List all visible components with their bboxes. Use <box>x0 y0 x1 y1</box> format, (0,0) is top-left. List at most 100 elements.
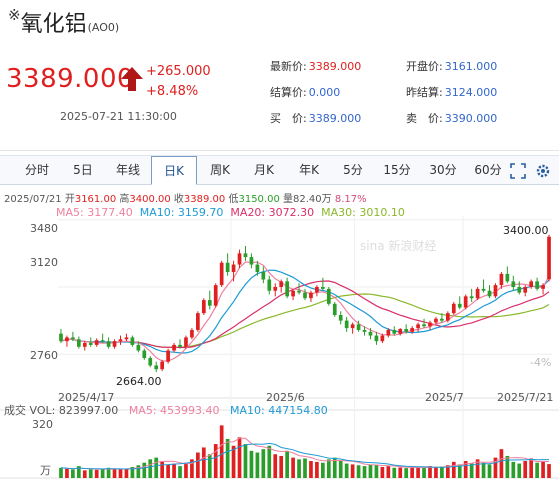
volume-max-label: 320 <box>32 418 53 431</box>
volume-bar <box>344 463 349 478</box>
candle-body <box>457 303 462 308</box>
volume-bar <box>249 450 254 478</box>
instrument-title: ※氧化铝(AO0) <box>8 6 119 38</box>
volume-bar <box>148 459 153 478</box>
tab-5min[interactable]: 5分 <box>343 163 363 177</box>
period-tabs: 分时 5日 年线 日K 周K 月K 年K 5分 15分 30分 60分 <box>0 155 559 185</box>
tab-15min[interactable]: 15分 <box>383 163 411 177</box>
volume-bar <box>350 464 355 478</box>
volume-bar <box>76 466 81 478</box>
kline-info-bar: 2025/07/21 开3161.00 高3400.00 收3389.00 低3… <box>4 194 367 205</box>
ma20-value: MA20: 3072.30 <box>230 206 315 219</box>
candle-body <box>88 343 93 345</box>
x-label: 2025/7 <box>425 391 464 404</box>
volume-bar <box>136 465 141 478</box>
volume-bar <box>451 461 456 478</box>
candle-body <box>154 365 159 370</box>
volume-bar <box>225 438 230 478</box>
volume-bar <box>541 461 545 478</box>
stat-sell: 卖 价: 3390.000 <box>406 112 498 125</box>
candle-body <box>404 329 409 332</box>
candle-body <box>279 281 284 287</box>
volume-bar <box>118 469 123 478</box>
chart-grid <box>0 216 559 479</box>
candle-body <box>273 286 278 291</box>
volume-bar <box>457 464 462 478</box>
candle-body <box>207 300 212 306</box>
volume-bar <box>178 466 182 478</box>
volume-bar <box>219 425 224 478</box>
tab-30min[interactable]: 30分 <box>429 163 457 177</box>
volume-bar <box>380 466 385 478</box>
candle-body <box>481 288 486 291</box>
volume-bar <box>374 464 379 478</box>
candle-body <box>445 313 450 321</box>
ma5-value: MA5: 3177.40 <box>56 206 133 219</box>
candle-body <box>463 296 468 308</box>
current-price: 3389.000 <box>6 64 135 94</box>
tab-timeshare[interactable]: 分时 <box>24 163 49 177</box>
candle-body <box>172 344 176 351</box>
candle-body <box>303 292 307 299</box>
candle-body <box>469 296 474 299</box>
candle-body <box>71 337 75 340</box>
kline-chart[interactable]: sina 新浪财经 3480 3120 2760 -4% 3400.00 266… <box>0 186 559 479</box>
volume-bar <box>332 457 337 478</box>
candle-body <box>547 236 551 280</box>
volume-bar <box>124 469 129 478</box>
tab-5day[interactable]: 5日 <box>73 163 93 177</box>
tab-60min[interactable]: 60分 <box>474 163 502 177</box>
candle-body <box>94 340 99 345</box>
tab-yearline[interactable]: 年线 <box>115 163 140 177</box>
candle-body <box>475 288 480 299</box>
volume-bar <box>243 444 248 478</box>
volume-bar <box>154 457 159 478</box>
fullscreen-icon[interactable] <box>510 163 526 179</box>
volume-bar <box>434 467 438 478</box>
volume-bar <box>267 445 272 478</box>
candle-body <box>535 281 539 289</box>
candle-body <box>201 300 206 314</box>
candle-body <box>541 285 545 289</box>
volume-bar <box>207 454 212 478</box>
tab-daily-k[interactable]: 日K <box>151 156 197 185</box>
volume-bar <box>255 452 260 478</box>
candle-body <box>142 350 147 358</box>
volume-title: 成交 <box>4 404 26 417</box>
candle-body <box>428 322 432 327</box>
candle-body <box>451 303 456 314</box>
instrument-name: 氧化铝 <box>20 12 87 37</box>
header-divider <box>0 150 559 151</box>
volume-ma5: MA5: 453993.40 <box>128 404 220 417</box>
volume-unit-label: 万 <box>40 464 51 477</box>
candle-body <box>392 329 397 334</box>
volume-bar <box>130 466 135 478</box>
volume-bar <box>291 457 295 478</box>
volume-bar <box>190 459 194 478</box>
candle-body <box>321 286 325 289</box>
tab-monthly-k[interactable]: 月K <box>254 163 274 177</box>
stat-settle: 结算价: 0.000 <box>270 86 341 99</box>
candle-body <box>148 357 153 366</box>
stat-prev-settle: 昨结算: 3124.000 <box>406 86 498 99</box>
tab-weekly-k[interactable]: 周K <box>210 163 230 177</box>
volume-bar <box>511 461 516 478</box>
candle-body <box>315 286 319 293</box>
candle-body <box>82 343 87 347</box>
settings-icon[interactable] <box>535 163 551 179</box>
y-tick-label: 3120 <box>30 256 58 269</box>
candle-body <box>106 341 111 347</box>
volume-bar <box>487 464 492 478</box>
ma10-line <box>60 269 550 354</box>
volume-bar <box>65 468 69 478</box>
quote-time: 2025-07-21 11:30:00 <box>60 110 177 123</box>
volume-bar <box>517 463 522 478</box>
volume-bar <box>475 459 480 478</box>
volume-bar <box>166 464 170 478</box>
candle-body <box>166 350 170 362</box>
candle-body <box>505 273 510 282</box>
min-price-label: 2664.00 <box>116 375 162 388</box>
tab-yearly-k[interactable]: 年K <box>299 163 319 177</box>
volume-bar <box>535 462 539 478</box>
candle-body <box>76 339 81 347</box>
